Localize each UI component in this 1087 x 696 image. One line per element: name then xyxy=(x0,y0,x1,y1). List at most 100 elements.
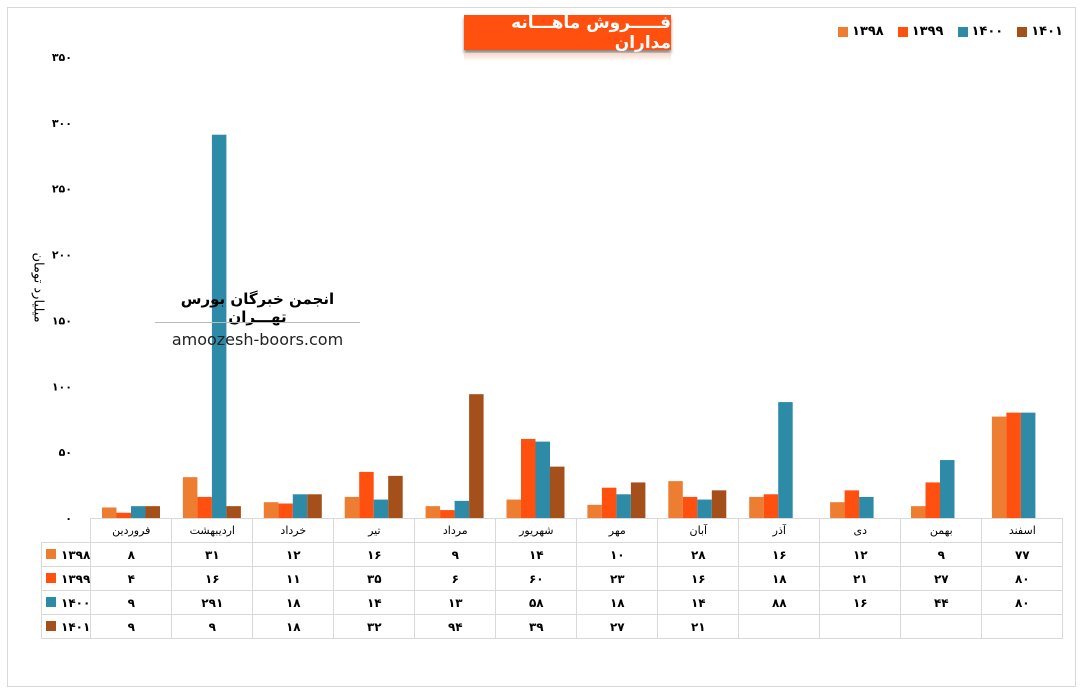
series-label: ۱۴۰۱ xyxy=(61,619,91,634)
table-cell: ۱۴ xyxy=(495,542,578,567)
table-cell: ۴ xyxy=(90,566,173,591)
table-cell: ۲۹۱ xyxy=(171,590,254,615)
table-cell: ۲۷ xyxy=(900,566,983,591)
chart-title: فـــــروش ماهـــانه مداران xyxy=(464,13,671,53)
table-cell: ۱۶ xyxy=(171,566,254,591)
table-row: ۱۴۰۰ ۹ ۲۹۱ ۱۸ ۱۴ ۱۳ ۵۸ ۱۸ ۱۴ ۸۸ ۱۶ ۴۴ ۸۰ xyxy=(40,590,1064,615)
table-cell: ۴۴ xyxy=(900,590,983,615)
legend-label: ۱۴۰۰ xyxy=(971,24,1004,39)
bar xyxy=(263,502,279,518)
bar xyxy=(1006,412,1021,518)
bar xyxy=(182,477,198,518)
legend-item: ۱۳۹۸ xyxy=(838,24,884,39)
bar xyxy=(535,441,550,518)
category-label: خرداد xyxy=(252,518,335,543)
row-header: ۱۳۹۸ xyxy=(40,542,92,567)
bar xyxy=(197,496,212,518)
row-header: ۱۴۰۰ xyxy=(40,590,92,615)
bar xyxy=(940,460,955,518)
title-shadow xyxy=(464,53,671,61)
table-cell: ۲۸ xyxy=(657,542,740,567)
legend-swatch xyxy=(838,26,848,37)
bar xyxy=(550,466,565,518)
bar xyxy=(844,490,860,518)
bar xyxy=(211,134,227,518)
table-cell: ۱۰ xyxy=(576,542,659,567)
bar xyxy=(587,504,602,518)
legend-swatch xyxy=(46,548,56,559)
table-row: ۱۳۹۹ ۴ ۱۶ ۱۱ ۳۵ ۶ ۶۰ ۲۳ ۱۶ ۱۸ ۲۱ ۲۷ ۸۰ xyxy=(40,566,1064,591)
table-cell: ۳۲ xyxy=(333,614,416,639)
category-label: آبان xyxy=(657,518,740,543)
table-cell: ۲۷ xyxy=(576,614,659,639)
table-cell: ۷۷ xyxy=(981,542,1064,567)
y-tick-label: ۲۵۰ xyxy=(52,183,72,196)
watermark-name: انجمن خبرگان بورس تهـــران xyxy=(180,290,335,326)
table-cell: ۲۱ xyxy=(819,566,902,591)
table-cell: ۲۳ xyxy=(576,566,659,591)
bar xyxy=(682,496,698,518)
series-label: ۱۳۹۹ xyxy=(61,571,91,586)
series-label: ۱۴۰۰ xyxy=(61,595,91,610)
bar xyxy=(388,475,403,518)
bar xyxy=(925,482,940,518)
y-tick-label: ۳۰۰ xyxy=(52,117,72,130)
y-tick-label: ۲۰۰ xyxy=(52,249,72,262)
table-corner xyxy=(41,518,92,543)
category-label: مهر xyxy=(576,518,659,543)
table-cell: ۸ xyxy=(90,542,173,567)
category-label: مرداد xyxy=(414,518,497,543)
row-header: ۱۴۰۱ xyxy=(40,614,92,639)
category-label: تیر xyxy=(333,518,416,543)
table-cell: ۹ xyxy=(90,590,173,615)
category-label: اردیبهشت xyxy=(171,518,254,543)
table-cell: ۱۶ xyxy=(819,590,902,615)
legend-label: ۱۳۹۹ xyxy=(911,24,944,39)
bar xyxy=(292,494,308,518)
table-cell: ۶۰ xyxy=(495,566,578,591)
table-cell: ۱۲ xyxy=(819,542,902,567)
table-cell: ۹ xyxy=(90,614,173,639)
bar xyxy=(469,394,484,518)
table-cell: ۶ xyxy=(414,566,497,591)
bar xyxy=(440,510,455,518)
legend-swatch xyxy=(957,26,968,37)
table-cell xyxy=(738,614,821,639)
table-cell: ۱۸ xyxy=(252,590,335,615)
bar xyxy=(102,507,117,518)
table-cell: ۹۴ xyxy=(414,614,497,639)
table-cell: ۱۸ xyxy=(252,614,335,639)
table-cell: ۸۰ xyxy=(981,590,1064,615)
row-header: ۱۳۹۹ xyxy=(40,566,92,591)
category-label: دی xyxy=(819,518,902,543)
table-cell xyxy=(981,614,1064,639)
legend-swatch xyxy=(46,596,56,607)
table-cell: ۱۶ xyxy=(657,566,740,591)
table-cell: ۸۸ xyxy=(738,590,821,615)
bar xyxy=(830,502,845,518)
table-cell: ۱۳ xyxy=(414,590,497,615)
watermark-site: amoozesh-boors.com xyxy=(171,330,344,349)
table-cell: ۱۴ xyxy=(657,590,740,615)
bar xyxy=(911,506,926,518)
bar xyxy=(1020,412,1036,518)
bar xyxy=(763,494,779,518)
watermark-divider xyxy=(155,322,360,323)
y-tick-label: ۱۰۰ xyxy=(52,380,72,393)
category-label: آذر xyxy=(738,518,821,543)
y-tick-label: ۳۵۰ xyxy=(52,51,72,64)
y-tick-label: ۱۵۰ xyxy=(52,314,72,327)
table-cell: ۱۶ xyxy=(333,542,416,567)
legend-item: ۱۳۹۹ xyxy=(897,24,944,39)
legend-label: ۱۳۹۸ xyxy=(852,24,884,39)
bar xyxy=(630,482,646,518)
legend-swatch xyxy=(46,620,56,631)
bar xyxy=(131,506,146,518)
table-cell: ۱۶ xyxy=(738,542,821,567)
bar xyxy=(307,494,322,518)
bar xyxy=(425,506,441,518)
table-cell: ۳۵ xyxy=(333,566,416,591)
bar xyxy=(454,500,470,518)
